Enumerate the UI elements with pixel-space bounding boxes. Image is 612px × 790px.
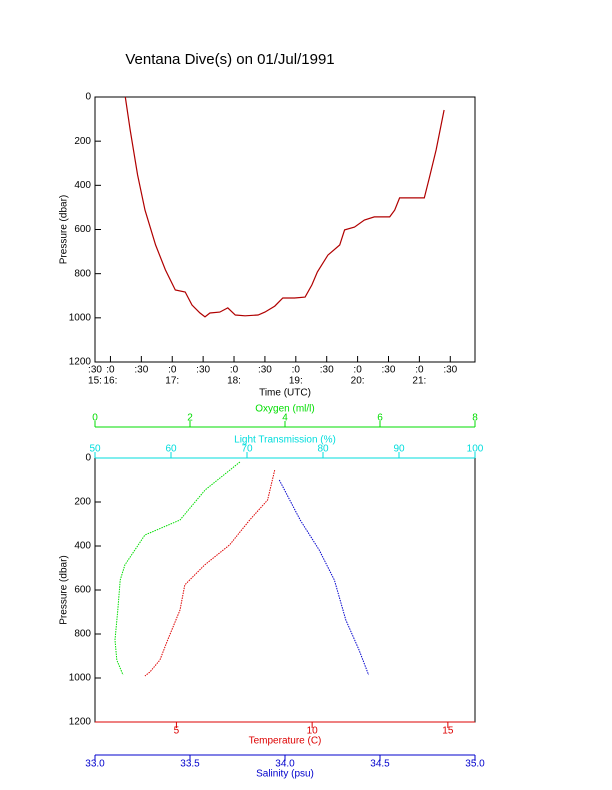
x-tick-label: :0 bbox=[168, 365, 177, 376]
x-axis-label: Time (UTC) bbox=[259, 388, 311, 399]
x-tick-label: 2 bbox=[187, 413, 193, 424]
x-hour-label: 21: bbox=[412, 376, 426, 387]
y-tick-label: 800 bbox=[74, 629, 91, 640]
y-tick-label: 600 bbox=[74, 224, 91, 235]
x-hour-label: 15: bbox=[88, 376, 102, 387]
x-tick-label: 34.5 bbox=[370, 759, 390, 770]
y-tick-label: 1200 bbox=[69, 717, 92, 728]
y-tick-label: 0 bbox=[85, 453, 91, 464]
x-tick-label: 35.0 bbox=[465, 759, 485, 770]
x-tick-label: 8 bbox=[472, 413, 478, 424]
x-tick-label: 50 bbox=[89, 444, 101, 455]
y-axis-label: Pressure (dbar) bbox=[59, 555, 70, 624]
x-axis-label: Salinity (psu) bbox=[256, 769, 314, 780]
x-tick-label: :30 bbox=[382, 365, 396, 376]
x-tick-label: :30 bbox=[258, 365, 272, 376]
x-tick-label: 100 bbox=[467, 444, 484, 455]
profile-line bbox=[144, 469, 276, 677]
chart-title: Ventana Dive(s) on 01/Jul/1991 bbox=[125, 51, 334, 68]
x-tick-label: 0 bbox=[92, 413, 98, 424]
y-tick-label: 400 bbox=[74, 541, 91, 552]
x-tick-label: 70 bbox=[241, 444, 253, 455]
pressure-line bbox=[124, 96, 445, 318]
y-tick-label: 200 bbox=[74, 136, 91, 147]
y-tick-label: 600 bbox=[74, 585, 91, 596]
x-tick-label: 60 bbox=[165, 444, 177, 455]
x-tick-label: :30 bbox=[196, 365, 210, 376]
x-tick-label: 34.0 bbox=[275, 759, 295, 770]
x-axis-label: Oxygen (ml/l) bbox=[255, 404, 314, 415]
x-axis-label: Temperature (C) bbox=[249, 736, 322, 747]
x-tick-label: 15 bbox=[442, 726, 454, 737]
x-tick-label: :30 bbox=[134, 365, 148, 376]
x-hour-label: 18: bbox=[227, 376, 241, 387]
profile-line bbox=[114, 461, 241, 676]
x-hour-label: 19: bbox=[289, 376, 303, 387]
profile-line bbox=[278, 479, 370, 676]
y-axis-label: Pressure (dbar) bbox=[59, 195, 70, 264]
x-tick-label: :0 bbox=[230, 365, 239, 376]
y-tick-label: 1200 bbox=[69, 357, 92, 368]
x-tick-label: :0 bbox=[415, 365, 424, 376]
y-tick-label: 0 bbox=[85, 92, 91, 103]
y-tick-label: 800 bbox=[74, 268, 91, 279]
x-tick-label: :30 bbox=[443, 365, 457, 376]
x-tick-label: :30 bbox=[88, 365, 102, 376]
x-tick-label: 90 bbox=[393, 444, 405, 455]
x-tick-label: :30 bbox=[320, 365, 334, 376]
x-tick-label: 6 bbox=[377, 413, 383, 424]
y-tick-label: 1000 bbox=[69, 673, 92, 684]
x-hour-label: 17: bbox=[165, 376, 179, 387]
x-tick-label: :0 bbox=[353, 365, 362, 376]
x-tick-label: 33.0 bbox=[85, 759, 105, 770]
x-tick-label: 10 bbox=[307, 726, 319, 737]
x-tick-label: 5 bbox=[174, 726, 180, 737]
y-tick-label: 400 bbox=[74, 180, 91, 191]
y-tick-label: 1000 bbox=[69, 312, 92, 323]
x-tick-label: :0 bbox=[106, 365, 115, 376]
x-hour-label: 16: bbox=[103, 376, 117, 387]
x-hour-label: 20: bbox=[351, 376, 365, 387]
x-tick-label: 80 bbox=[317, 444, 329, 455]
x-tick-label: 4 bbox=[282, 413, 288, 424]
x-tick-label: 33.5 bbox=[180, 759, 200, 770]
x-axis-label: Light Transmission (%) bbox=[234, 435, 336, 446]
y-tick-label: 200 bbox=[74, 497, 91, 508]
x-tick-label: :0 bbox=[292, 365, 301, 376]
